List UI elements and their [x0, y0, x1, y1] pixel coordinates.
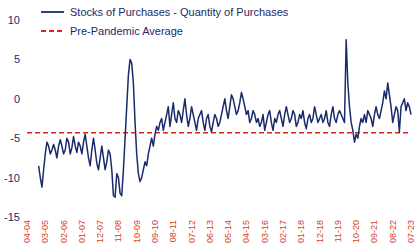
x-tick-label: 03-16 — [260, 220, 270, 243]
x-tick-label: 12-18 — [315, 220, 325, 243]
x-tick-label: 11-08 — [113, 220, 123, 242]
legend-label: Stocks of Purchases - Quantity of Purcha… — [70, 6, 289, 18]
x-tick-label: 10-09 — [132, 220, 142, 243]
x-tick-label: 08-11 — [168, 220, 178, 242]
y-tick-label: -5 — [10, 132, 20, 144]
x-tick-label: 05-14 — [223, 220, 233, 243]
y-tick-label: -15 — [4, 211, 20, 223]
legend-label: Pre-Pandemic Average — [70, 25, 183, 37]
y-tick-label: 0 — [14, 93, 20, 105]
x-tick-label: 08-22 — [388, 220, 398, 243]
series-line — [39, 40, 411, 198]
x-tick-label: 09-10 — [150, 220, 160, 243]
legend: Stocks of Purchases - Quantity of Purcha… — [41, 6, 289, 37]
x-tick-label: 04-04 — [22, 220, 32, 243]
legend-swatch — [41, 30, 64, 32]
y-axis: -15 -10 -5 0 5 10 — [4, 14, 20, 223]
plot-area — [27, 40, 411, 198]
x-tick-label: 02-06 — [59, 220, 69, 243]
x-tick-label: 11-19 — [333, 220, 343, 242]
x-tick-label: 07-12 — [187, 220, 197, 243]
x-tick-label: 09-21 — [369, 220, 379, 243]
x-tick-label: 07-23 — [406, 220, 416, 243]
y-tick-label: 5 — [14, 53, 20, 65]
chart: -15 -10 -5 0 5 10 04-04 03-05 02-06 01-07 12-07 11-… — [0, 0, 417, 246]
x-tick-label: 01-07 — [77, 220, 87, 243]
x-tick-label: 01-18 — [296, 220, 306, 243]
x-tick-label: 03-05 — [40, 220, 50, 243]
x-tick-label: 10-20 — [351, 220, 361, 243]
x-tick-label: 04-15 — [241, 220, 251, 243]
y-tick-label: -10 — [4, 172, 20, 184]
y-tick-label: 10 — [8, 14, 20, 26]
x-axis: 04-04 03-05 02-06 01-07 12-07 11-08 10-09 09-10… — [22, 220, 416, 243]
x-tick-label: 02-17 — [278, 220, 288, 243]
x-tick-label: 12-07 — [95, 220, 105, 243]
x-tick-label: 06-13 — [205, 220, 215, 243]
legend-swatch — [41, 11, 64, 13]
